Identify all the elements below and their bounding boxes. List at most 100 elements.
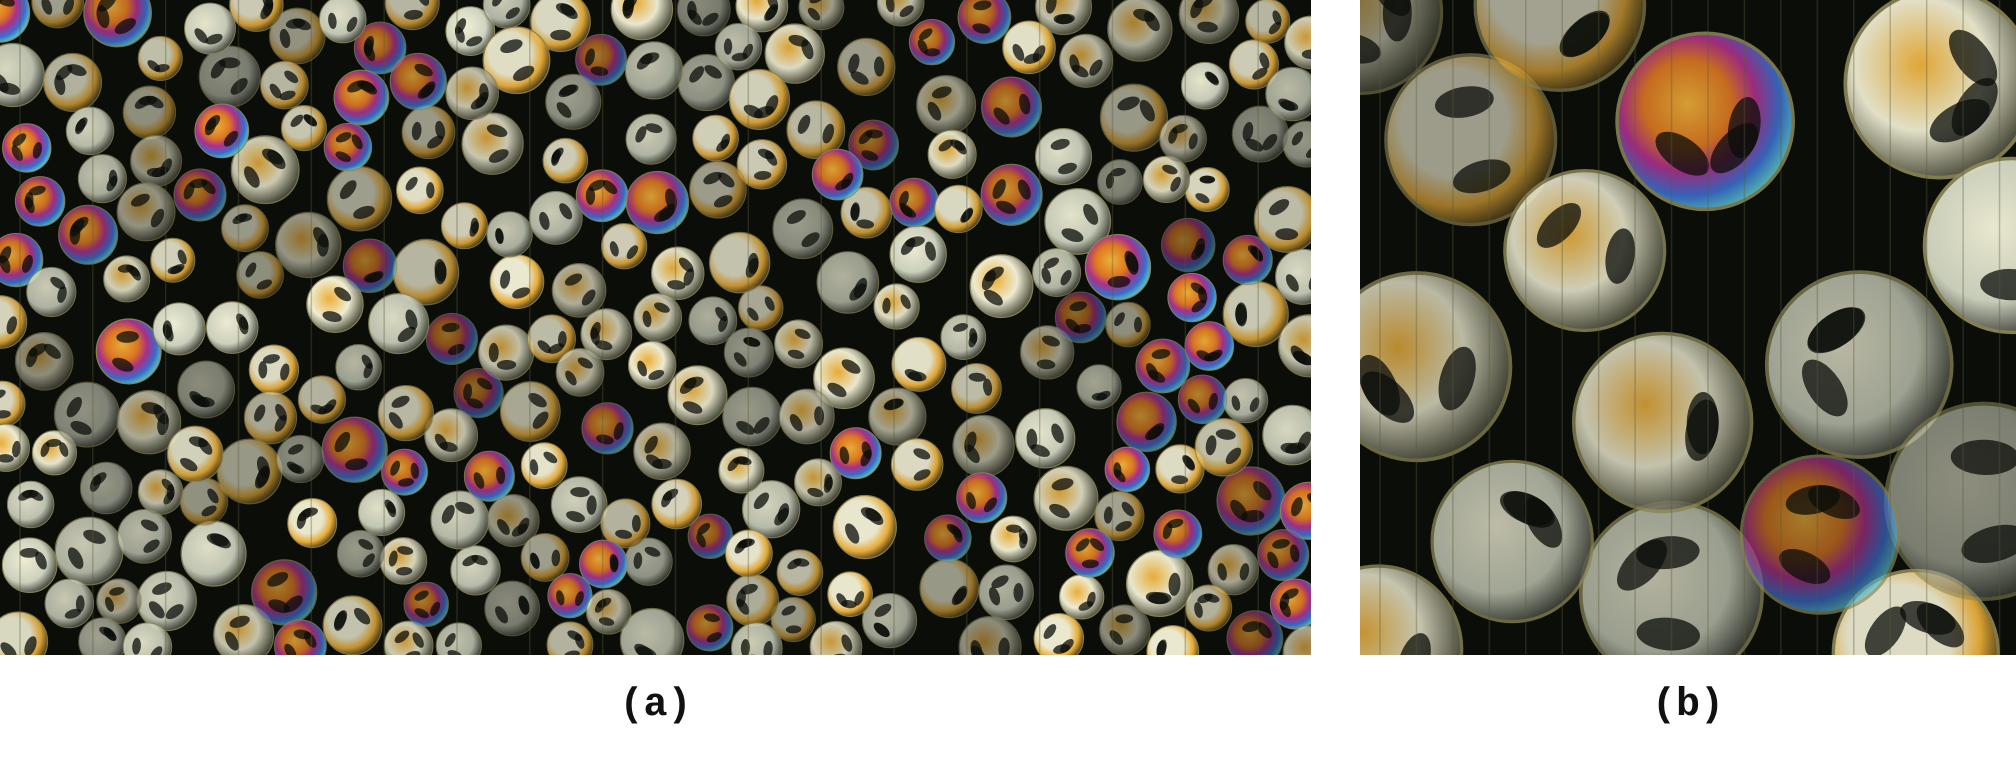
photoelastic-disk — [840, 186, 893, 239]
photoelastic-disk — [357, 488, 406, 537]
photoelastic-disk — [205, 301, 259, 354]
photoelastic-disk — [335, 344, 382, 391]
photoelastic-disk — [489, 254, 545, 309]
photoelastic-disk — [122, 85, 177, 140]
photoelastic-disk — [0, 611, 49, 655]
photoelastic-disk — [103, 255, 151, 303]
photoelastic-disk — [956, 472, 1008, 524]
photoelastic-disk — [1262, 404, 1311, 466]
photoelastic-disk — [136, 570, 197, 632]
photoelastic-disk — [718, 447, 765, 494]
photoelastic-disk — [585, 588, 632, 635]
photoelastic-disk — [342, 238, 398, 294]
photoelastic-disk — [453, 367, 504, 419]
photoelastic-disk — [14, 176, 66, 227]
panel-b-caption: (b) — [1651, 683, 1724, 728]
photoelastic-disk — [2, 123, 52, 173]
photoelastic-disk — [198, 45, 261, 108]
photoelastic-disk — [1099, 83, 1169, 152]
photoelastic-disk — [430, 490, 490, 550]
photoelastic-disk — [445, 6, 496, 56]
photoelastic-disk — [980, 163, 1043, 226]
photoelastic-disk — [276, 434, 325, 484]
photoelastic-disk — [424, 408, 479, 463]
photoelastic-disk — [1146, 625, 1200, 655]
photoelastic-disk — [318, 0, 367, 44]
photoelastic-disk — [216, 438, 283, 505]
photoelastic-disk — [221, 204, 269, 253]
photoelastic-disk — [546, 621, 594, 655]
photoelastic-disk — [116, 182, 176, 242]
photoelastic-disk — [1020, 325, 1075, 380]
photoelastic-disk — [1159, 114, 1207, 163]
photoelastic-disk — [978, 564, 1034, 621]
photoelastic-disk — [482, 0, 531, 29]
photoelastic-disk — [861, 592, 918, 649]
photoelastic-disk — [600, 223, 648, 270]
photoelastic-disk — [952, 414, 1015, 478]
photoelastic-disk — [689, 160, 747, 219]
photoelastic-disks-closeup-image — [1360, 0, 2016, 655]
photoelastic-disk — [1033, 465, 1099, 531]
photoelastic-disk — [229, 0, 284, 32]
photoelastic-disk — [969, 254, 1034, 319]
photoelastic-disk — [58, 204, 119, 265]
photoelastic-disk — [54, 516, 124, 586]
photoelastic-disk — [177, 360, 236, 419]
photoelastic-disk — [0, 423, 30, 472]
photoelastic-disk — [951, 363, 1002, 414]
photoelastic-disk — [401, 105, 456, 160]
photoelastic-disk — [463, 450, 515, 502]
photoelastic-disk — [624, 41, 684, 100]
photoelastic-disk — [832, 494, 897, 560]
photoelastic-disk — [581, 402, 634, 455]
photoelastic-disk — [486, 211, 533, 258]
photoelastic-disk — [868, 387, 927, 446]
photoelastic-disk — [1360, 564, 1464, 655]
photoelastic-disk — [827, 571, 873, 617]
photoelastic-disk — [1107, 0, 1173, 62]
photoelastic-disk — [981, 76, 1043, 138]
photoelastic-disk — [619, 607, 685, 655]
photoelastic-disk — [809, 620, 863, 655]
photoelastic-disk — [31, 430, 77, 476]
photoelastic-disk — [545, 73, 602, 130]
photoelastic-disk — [1054, 291, 1107, 344]
photoelastic-disk — [940, 314, 987, 360]
photoelastic-disk — [1104, 446, 1151, 493]
photoelastic-disk — [323, 122, 373, 172]
photoelastic-disk — [0, 380, 26, 428]
photoelastic-disk — [547, 573, 593, 619]
photoelastic-disks-overview-svg — [0, 0, 1311, 655]
photoelastic-disk — [1, 537, 58, 593]
photoelastic-disk — [520, 532, 570, 582]
photoelastic-disk — [389, 52, 447, 111]
photoelastic-disk — [322, 595, 383, 655]
photoelastic-disk — [1076, 364, 1122, 410]
photoelastic-disk — [1245, 0, 1291, 44]
photoelastic-disk — [336, 529, 385, 578]
photoelastic-disk — [1503, 169, 1667, 333]
photoelastic-disk — [816, 251, 880, 314]
photoelastic-disk — [1222, 234, 1273, 286]
photoelastic-disk — [1231, 105, 1289, 163]
photoelastic-disk — [1161, 217, 1216, 273]
photoelastic-disk — [1922, 156, 2016, 335]
photoelastic-disk — [786, 100, 846, 160]
photoelastic-disk — [230, 135, 300, 205]
photoelastic-disks-overview-image — [0, 0, 1311, 655]
photoelastic-disk — [890, 438, 944, 491]
photoelastic-disk — [876, 0, 925, 27]
photoelastic-disk — [248, 344, 300, 395]
photoelastic-disk — [383, 620, 434, 655]
photoelastic-disk — [1116, 391, 1177, 453]
photoelastic-disk — [440, 202, 488, 250]
photoelastic-disk — [1135, 338, 1191, 394]
photoelastic-disk — [499, 381, 561, 442]
photoelastic-disk — [130, 135, 183, 188]
photoelastic-disk — [1097, 159, 1143, 205]
photoelastic-disk — [692, 114, 739, 162]
photoelastic-disk — [633, 293, 683, 342]
photoelastic-disk — [79, 461, 133, 515]
photoelastic-disk — [137, 469, 184, 515]
